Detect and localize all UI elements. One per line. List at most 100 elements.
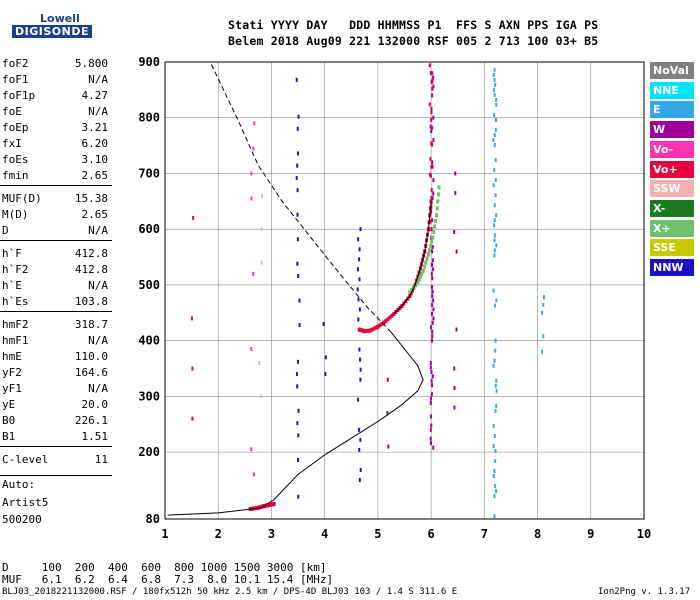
- logo-lowell: Lowell: [40, 12, 80, 25]
- param-value: N/A: [88, 224, 108, 237]
- x-tick-label: 6: [427, 527, 434, 541]
- f-trace-line: [393, 201, 432, 315]
- auto-artist: Artist5: [2, 496, 49, 509]
- echo-point: [359, 357, 362, 362]
- y-tick-label: 200: [138, 445, 160, 459]
- param-row: M(D) 2.65: [2, 208, 108, 224]
- legend-x-entry: X-: [650, 199, 694, 217]
- echo-point: [432, 445, 435, 450]
- param-row: fmin 2.65: [2, 169, 108, 185]
- echo-point: [297, 114, 300, 119]
- echo-point: [432, 115, 435, 120]
- echo-point: [494, 338, 497, 343]
- header-line-2: Belem 2018 Aug09 221 132000 RSF 005 2 71…: [228, 34, 599, 48]
- echo-point: [297, 457, 300, 462]
- echo-point: [261, 193, 264, 198]
- echo-point: [295, 175, 298, 180]
- echo-point: [430, 378, 433, 383]
- echo-point: [495, 243, 498, 248]
- echo-point: [494, 193, 497, 198]
- echo-point: [429, 436, 432, 441]
- echo-point: [492, 474, 495, 479]
- echo-point: [431, 218, 434, 223]
- echo-point: [430, 369, 433, 374]
- echo-point: [296, 126, 299, 131]
- param-name: hmF1: [2, 334, 29, 347]
- echo-point: [296, 212, 299, 217]
- param-name: hmF2: [2, 318, 29, 331]
- xplus-trace-point: [422, 264, 426, 269]
- param-value: N/A: [88, 382, 108, 395]
- echo-point: [250, 196, 253, 201]
- xplus-trace-point: [425, 256, 429, 261]
- plot-frame: [164, 61, 645, 520]
- echo-point: [430, 271, 433, 276]
- echo-point: [252, 472, 255, 477]
- y-tick-label: 400: [138, 334, 160, 348]
- param-value: N/A: [88, 279, 108, 292]
- echo-point: [358, 307, 361, 312]
- xplus-trace-point: [432, 229, 436, 234]
- echo-point: [494, 459, 497, 464]
- param-value: 3.21: [81, 121, 109, 134]
- param-name: foE: [2, 105, 22, 118]
- echo-point: [258, 360, 261, 365]
- echo-point: [493, 143, 496, 148]
- echo-point: [430, 195, 433, 200]
- echo-point: [386, 377, 389, 382]
- param-value: 20.0: [81, 398, 109, 411]
- xplus-trace-point: [429, 243, 433, 248]
- param-name: foF2: [2, 57, 29, 70]
- param-row: B0 226.1: [2, 414, 108, 430]
- echo-point: [358, 427, 361, 432]
- echo-point: [358, 447, 361, 452]
- echo-point: [296, 151, 299, 156]
- echo-point: [432, 191, 435, 196]
- echo-point: [430, 414, 433, 419]
- echo-point: [297, 433, 300, 438]
- echo-point: [542, 302, 545, 307]
- param-value: 3.10: [81, 153, 109, 166]
- profile-dashed-line: [209, 61, 392, 333]
- separator: [0, 185, 112, 186]
- echo-point: [453, 366, 456, 371]
- param-row: h`F 412.8: [2, 247, 108, 263]
- param-name: h`F2: [2, 263, 29, 276]
- echo-point: [542, 334, 545, 339]
- param-value: 2.65: [81, 208, 109, 221]
- f-trace-point: [382, 320, 386, 325]
- separator: [0, 475, 112, 476]
- f-trace-point: [370, 327, 374, 332]
- echo-point: [358, 277, 361, 282]
- legend-vo-entry: Vo-: [650, 140, 694, 158]
- echo-point: [429, 71, 432, 76]
- xplus-trace-point: [431, 235, 435, 240]
- echo-point: [431, 320, 434, 325]
- echo-point: [296, 237, 299, 242]
- echo-point: [492, 423, 495, 428]
- ionogram-chart: 1 2 3 4 5 6 7 8 9 10 80 200 300 400 500 600 700 800 900: [138, 55, 651, 541]
- echo-point: [542, 295, 545, 300]
- echo-point: [454, 190, 457, 195]
- separator: [0, 311, 112, 312]
- header-line-1: Stati YYYY DAY DDD HHMMSS P1 FFS S AXN P…: [228, 18, 599, 32]
- echo-point: [432, 84, 435, 89]
- echo-point: [252, 271, 255, 276]
- echo-point: [494, 408, 497, 413]
- echo-point: [495, 403, 498, 408]
- x-tick-label: 8: [534, 527, 541, 541]
- echo-point: [359, 467, 362, 472]
- y-tick-label: 600: [138, 222, 160, 236]
- param-name: h`Es: [2, 295, 29, 308]
- param-value: 2.65: [81, 169, 109, 182]
- param-row: MUF(D) 15.38: [2, 192, 108, 208]
- x-tick-label: 10: [637, 527, 651, 541]
- xplus-trace-point: [434, 213, 438, 218]
- echo-point: [492, 443, 495, 448]
- echo-point: [431, 78, 434, 83]
- echo-point: [430, 106, 433, 111]
- echo-point: [493, 67, 496, 72]
- echo-point: [493, 238, 496, 243]
- y-tick-label: 900: [138, 55, 160, 69]
- param-value: 226.1: [74, 414, 108, 427]
